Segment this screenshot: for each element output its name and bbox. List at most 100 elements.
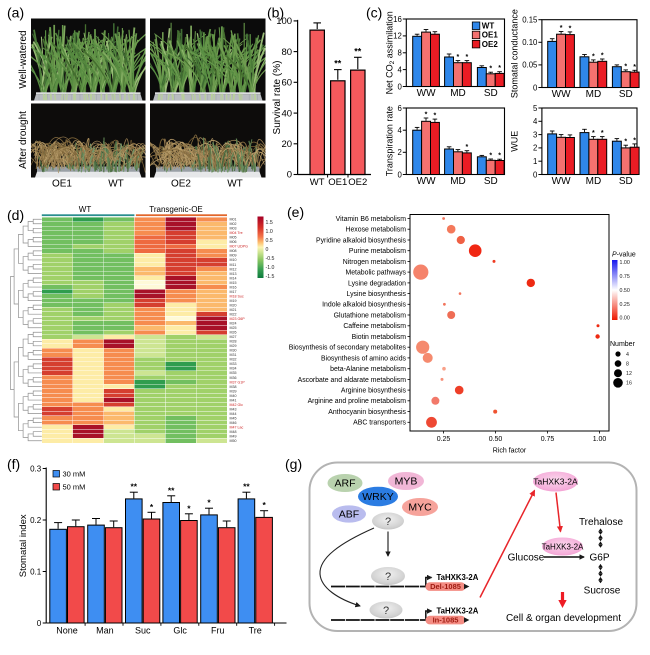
svg-text:SD: SD — [619, 176, 633, 187]
svg-text:M23 G6P: M23 G6P — [230, 317, 246, 321]
svg-text:M37 G1P: M37 G1P — [230, 380, 246, 384]
svg-text:MD: MD — [586, 89, 602, 100]
svg-text:Lysine biosynthesis: Lysine biosynthesis — [347, 291, 407, 298]
svg-text:0.05: 0.05 — [522, 61, 538, 70]
svg-text:Metabolic pathways: Metabolic pathways — [345, 270, 406, 277]
svg-text:M31: M31 — [230, 353, 237, 357]
svg-text:Transgenic-OE: Transgenic-OE — [149, 205, 203, 214]
svg-text:**: ** — [168, 485, 175, 495]
svg-text:M16: M16 — [230, 285, 237, 289]
svg-text:M41: M41 — [230, 398, 237, 402]
svg-text:M36: M36 — [230, 376, 237, 380]
svg-text:Arginine and proline metabolis: Arginine and proline metabolism — [308, 398, 407, 405]
svg-text:M07 UDPG: M07 UDPG — [230, 245, 249, 249]
svg-text:-0.5: -0.5 — [266, 256, 275, 262]
svg-text:*: * — [601, 53, 604, 60]
svg-text:Well-watered: Well-watered — [18, 30, 29, 88]
svg-text:M48: M48 — [230, 430, 237, 434]
svg-text:Del-1085: Del-1085 — [430, 582, 461, 591]
svg-text:OE2: OE2 — [348, 177, 367, 188]
svg-text:OE1: OE1 — [52, 179, 72, 190]
svg-text:M09: M09 — [230, 254, 237, 258]
svg-text:60: 60 — [282, 78, 293, 89]
svg-text:Arginine biosynthesis: Arginine biosynthesis — [341, 388, 407, 395]
svg-text:1.5: 1.5 — [266, 220, 273, 226]
svg-text:WT: WT — [79, 205, 92, 214]
svg-text:Rich factor: Rich factor — [493, 448, 527, 455]
svg-text:M28: M28 — [230, 340, 237, 344]
svg-text:TaHXK3-2A: TaHXK3-2A — [542, 542, 584, 551]
svg-text:M47 Lac: M47 Lac — [230, 425, 244, 429]
svg-text:**: ** — [130, 482, 137, 492]
svg-text:**: ** — [334, 59, 342, 69]
svg-text:M29: M29 — [230, 344, 237, 348]
svg-text:M38: M38 — [230, 385, 237, 389]
svg-text:*: * — [633, 137, 636, 144]
svg-text:M22: M22 — [230, 312, 237, 316]
svg-text:Fru: Fru — [211, 626, 225, 636]
svg-text:M39: M39 — [230, 389, 237, 393]
svg-text:Hexose metabolism: Hexose metabolism — [345, 227, 406, 234]
svg-text:Indole alkaloid biosynthesis: Indole alkaloid biosynthesis — [322, 302, 406, 309]
svg-text:*: * — [425, 112, 428, 119]
svg-text:M32: M32 — [230, 358, 237, 362]
svg-text:?: ? — [385, 571, 391, 583]
svg-text:M08: M08 — [230, 249, 237, 253]
svg-text:0.25: 0.25 — [437, 436, 451, 443]
svg-text:M27: M27 — [230, 335, 237, 339]
svg-text:WW: WW — [552, 176, 571, 187]
svg-text:Anthocyanin biosynthesis: Anthocyanin biosynthesis — [328, 409, 406, 416]
svg-text:WW: WW — [417, 176, 436, 187]
svg-text:(f): (f) — [7, 456, 20, 472]
svg-text:OE2: OE2 — [171, 179, 191, 190]
svg-text:In-1085: In-1085 — [433, 616, 459, 625]
svg-text:*: * — [489, 66, 492, 73]
svg-text:30 mM: 30 mM — [63, 470, 86, 479]
svg-text:WT: WT — [482, 22, 495, 31]
svg-text:Survival rate (%): Survival rate (%) — [272, 61, 283, 135]
svg-text:1.00: 1.00 — [620, 260, 630, 266]
svg-text:4: 4 — [397, 126, 402, 135]
svg-text:*: * — [569, 25, 572, 32]
svg-text:WUE: WUE — [510, 131, 520, 152]
svg-text:OE1: OE1 — [328, 177, 347, 188]
svg-text:M05: M05 — [230, 236, 237, 240]
svg-text:P-value: P-value — [612, 252, 636, 259]
svg-text:M30: M30 — [230, 349, 237, 353]
svg-text:TaHXK3-2A: TaHXK3-2A — [533, 477, 578, 487]
svg-text:(c): (c) — [366, 5, 382, 21]
svg-text:0.1: 0.1 — [30, 567, 42, 576]
svg-text:*: * — [466, 144, 469, 151]
svg-text:M26: M26 — [230, 331, 237, 335]
svg-text:Purine metabolism: Purine metabolism — [349, 248, 406, 255]
svg-text:M02: M02 — [230, 222, 237, 226]
svg-text:WW: WW — [417, 88, 436, 99]
svg-text:Biosynthesis of secondary meta: Biosynthesis of secondary metabolites — [289, 345, 407, 352]
svg-text:1.00: 1.00 — [593, 436, 607, 443]
svg-text:Biotin metabolism: Biotin metabolism — [352, 334, 407, 341]
svg-text:6: 6 — [397, 104, 401, 113]
svg-text:Tre: Tre — [249, 626, 262, 636]
svg-text:M03: M03 — [230, 227, 237, 231]
svg-text:M01: M01 — [230, 218, 237, 222]
svg-text:Glucose: Glucose — [508, 553, 545, 564]
svg-text:M33: M33 — [230, 362, 237, 366]
svg-text:0: 0 — [266, 247, 269, 253]
svg-text:M45: M45 — [230, 416, 237, 420]
svg-text:(e): (e) — [287, 204, 304, 220]
svg-text:MD: MD — [450, 88, 466, 99]
svg-text:0.5: 0.5 — [266, 238, 273, 244]
svg-text:M43: M43 — [230, 407, 237, 411]
svg-text:Man: Man — [96, 626, 114, 636]
svg-text:**: ** — [354, 46, 362, 56]
svg-text:(g): (g) — [285, 456, 302, 472]
svg-text:20: 20 — [282, 139, 293, 150]
svg-text:MYB: MYB — [395, 476, 418, 488]
svg-text:0.50: 0.50 — [620, 288, 630, 294]
svg-text:1.0: 1.0 — [266, 229, 273, 235]
svg-text:M50: M50 — [230, 439, 237, 443]
svg-text:OE2: OE2 — [482, 40, 499, 49]
svg-text:beta-Alanine metabolism: beta-Alanine metabolism — [330, 366, 406, 373]
svg-text:*: * — [601, 130, 604, 137]
svg-text:16: 16 — [626, 381, 632, 387]
